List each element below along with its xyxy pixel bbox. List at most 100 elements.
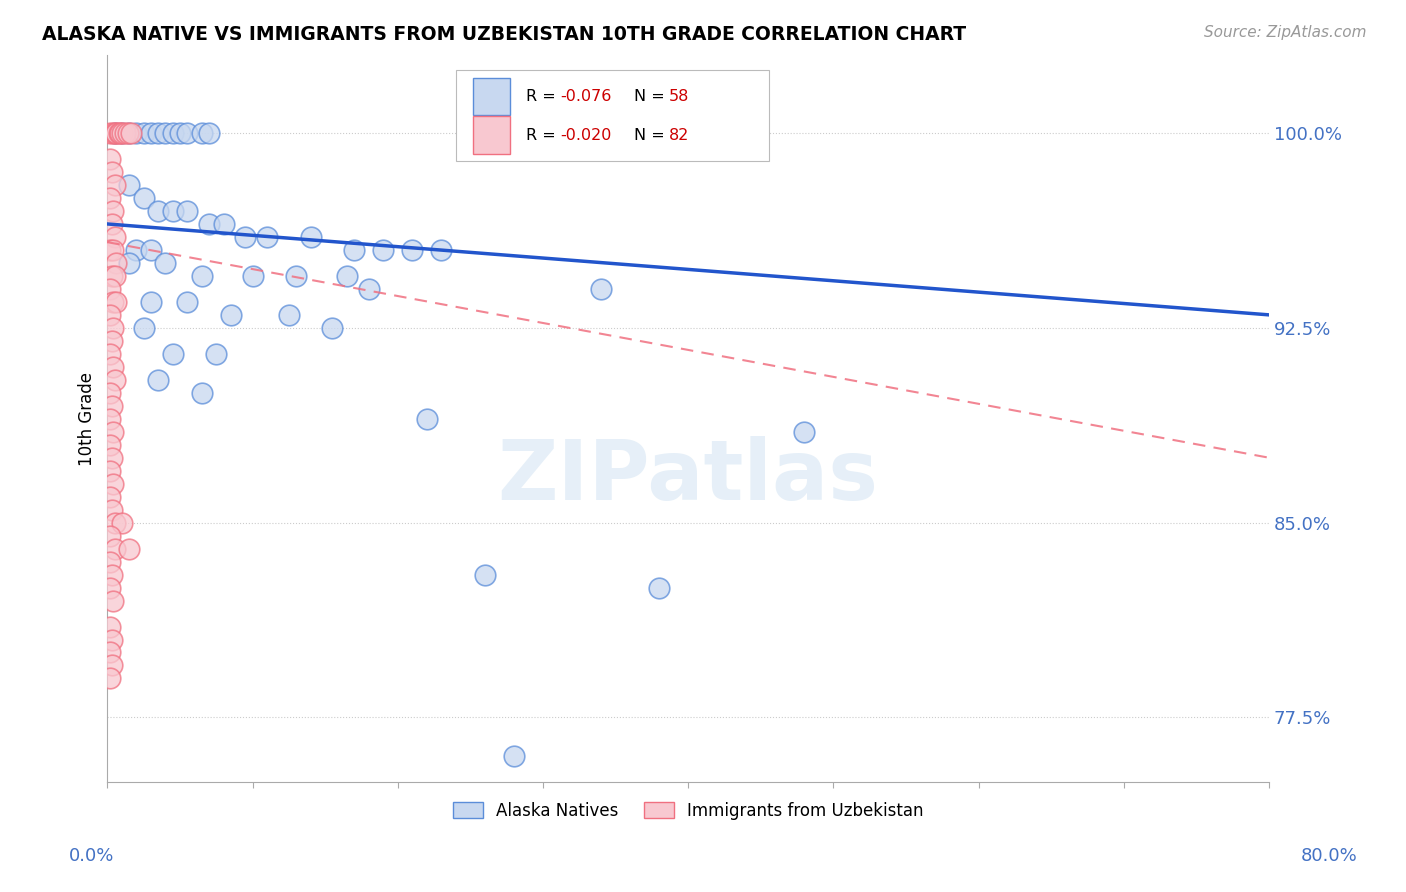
Point [111,516,134,530]
Point [321,321,343,335]
Text: ALASKA NATIVE VS IMMIGRANTS FROM UZBEKISTAN 10TH GRADE CORRELATION CHART: ALASKA NATIVE VS IMMIGRANTS FROM UZBEKIS… [42,25,966,44]
Point [98,347,121,361]
Point [125,126,148,140]
Point [104,230,127,244]
Point [648,581,671,595]
Point [219,308,242,322]
Point [139,243,162,257]
Point [285,268,308,283]
Point [98,282,121,296]
Point [98,646,121,660]
Point [104,268,127,283]
Point [103,126,125,140]
Point [104,516,127,530]
Point [111,126,134,140]
Point [108,126,131,140]
Text: 0.0%: 0.0% [69,847,114,865]
Point [98,464,121,478]
Point [98,528,121,542]
Point [98,581,121,595]
Point [212,217,235,231]
Point [103,476,125,491]
Point [277,308,299,322]
Point [299,230,322,244]
Point [98,438,121,452]
Point [401,243,423,257]
Text: -0.076: -0.076 [561,89,612,104]
Point [176,126,198,140]
Point [98,385,121,400]
Point [104,178,127,192]
Point [132,126,155,140]
Text: N =: N = [634,128,669,143]
Point [98,619,121,633]
Point [256,230,278,244]
Bar [474,116,510,154]
Point [105,126,128,140]
Point [103,425,125,439]
Text: R =: R = [526,89,561,104]
Point [118,178,141,192]
Point [103,359,125,374]
Point [589,282,612,296]
Point [105,294,128,309]
Point [118,126,141,140]
Text: 80.0%: 80.0% [1301,847,1357,865]
Point [104,541,127,556]
Point [125,243,148,257]
Text: N =: N = [634,89,669,104]
Bar [474,78,510,115]
Point [100,217,122,231]
Point [162,204,184,219]
Point [233,230,256,244]
Point [120,126,142,140]
Point [103,204,125,219]
Point [100,502,122,516]
Point [98,243,121,257]
Point [190,385,212,400]
Point [114,126,136,140]
Point [98,411,121,425]
Point [242,268,264,283]
Point [619,126,641,140]
Point [793,425,815,439]
Point [132,191,155,205]
Text: Source: ZipAtlas.com: Source: ZipAtlas.com [1204,25,1367,40]
Point [103,321,125,335]
Point [104,126,127,140]
Text: 82: 82 [668,128,689,143]
Legend: Alaska Natives, Immigrants from Uzbekistan: Alaska Natives, Immigrants from Uzbekist… [446,795,931,826]
Point [104,373,127,387]
Point [98,555,121,569]
Point [100,399,122,413]
Point [205,347,228,361]
Point [162,347,184,361]
Point [118,541,141,556]
Point [103,243,125,257]
Point [162,126,184,140]
Point [430,243,453,257]
Point [103,294,125,309]
Point [416,411,439,425]
Point [357,282,380,296]
Point [169,126,191,140]
Point [343,243,366,257]
Point [100,268,122,283]
Point [190,268,212,283]
Point [336,268,359,283]
Point [100,165,122,179]
Point [118,256,141,270]
Point [98,126,121,140]
Point [111,126,134,140]
Y-axis label: 10th Grade: 10th Grade [79,372,96,466]
Point [104,126,127,140]
Point [100,567,122,582]
Point [98,152,121,166]
Point [148,204,170,219]
Point [110,126,132,140]
Point [373,243,395,257]
Point [503,749,526,764]
Point [176,294,198,309]
Point [100,658,122,673]
Point [155,126,177,140]
